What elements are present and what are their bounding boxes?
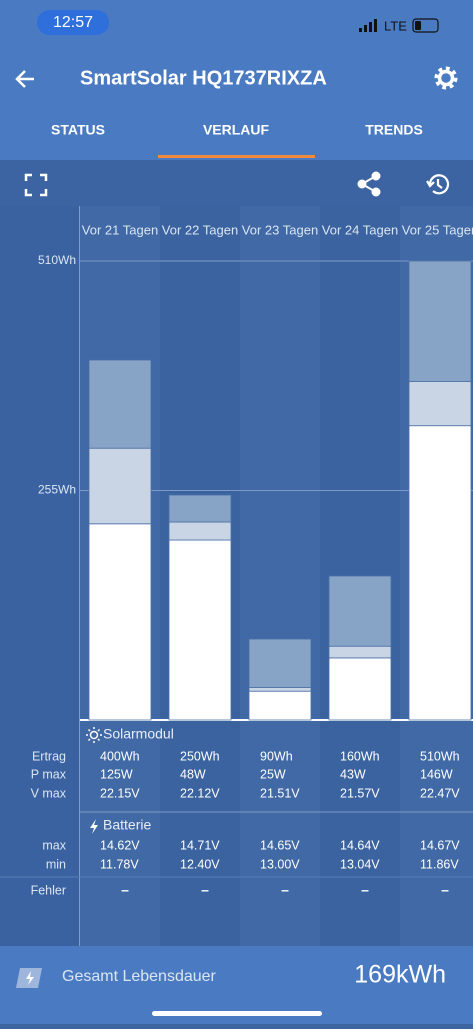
home-indicator (152, 1011, 322, 1016)
row-label: Fehler (31, 883, 66, 897)
bolt-icon (90, 819, 98, 834)
cell-value: – (281, 882, 289, 898)
battery-level (415, 21, 421, 30)
y-tick-label: 255Wh (38, 483, 76, 497)
column-bg (240, 206, 320, 946)
back-button[interactable] (15, 70, 34, 88)
row-label: max (42, 838, 66, 852)
cell-value: 14.71V (180, 838, 220, 852)
cell-value: 43W (340, 767, 366, 781)
status-time: 12:57 (53, 14, 93, 31)
cell-value: 125W (100, 767, 133, 781)
cell-value: 48W (180, 767, 206, 781)
lifetime-value: 169kWh (354, 961, 446, 989)
x-tick-label: Vor 25 Tagen (402, 222, 473, 237)
lifetime-label: Gesamt Lebensdauer (62, 968, 217, 985)
bar-segment (328, 575, 392, 647)
history-button[interactable] (426, 174, 450, 195)
row-label: min (46, 857, 66, 871)
cell-value: 14.62V (100, 838, 140, 852)
row-label: P max (31, 767, 67, 781)
cell-value: 11.86V (420, 857, 459, 871)
cell-value: 21.51V (260, 786, 300, 800)
toolbar-bg (0, 160, 473, 206)
fullscreen-button[interactable] (24, 173, 48, 197)
status-network: LTE (384, 18, 407, 33)
cell-value: 14.67V (420, 838, 460, 852)
bar-segment (88, 447, 152, 525)
cell-value: – (121, 882, 129, 898)
lifetime-icon-bolt (26, 971, 34, 985)
cell-value: – (441, 882, 449, 898)
bar-segment (168, 539, 232, 721)
section-title: Batterie (103, 817, 151, 833)
bar-segment (248, 687, 312, 692)
cell-value: 13.04V (340, 857, 380, 871)
tab[interactable]: TRENDS (365, 122, 423, 138)
cell-value: 14.64V (340, 838, 380, 852)
device-title: SmartSolar HQ1737RIXZA (80, 67, 327, 89)
cell-value: 400Wh (100, 749, 140, 763)
bar-segment (408, 260, 472, 382)
signal-icon (359, 19, 377, 32)
x-tick-label: Vor 24 Tagen (322, 222, 398, 237)
cell-value: – (361, 882, 369, 898)
cell-value: 160Wh (340, 749, 380, 763)
x-tick-label: Vor 22 Tagen (162, 222, 238, 237)
y-tick-label: 510Wh (38, 253, 76, 267)
bar-segment (408, 425, 472, 721)
tab-indicator (158, 155, 315, 158)
cell-value: 510Wh (420, 749, 460, 763)
row-label: Ertrag (32, 749, 66, 763)
axis-column-bg (0, 206, 80, 946)
cell-value: 22.47V (420, 786, 460, 800)
settings-button[interactable] (434, 66, 458, 90)
bar-segment (328, 657, 392, 721)
cell-value: 13.00V (260, 857, 300, 871)
bar-segment (88, 523, 152, 721)
cell-value: – (201, 882, 209, 898)
sun-icon (86, 727, 102, 743)
cell-value: 11.78V (100, 857, 139, 871)
cell-value: 21.57V (340, 786, 380, 800)
tab[interactable]: VERLAUF (203, 122, 270, 138)
time-pill (37, 10, 109, 35)
battery-icon (412, 18, 439, 33)
x-tick-label: Vor 23 Tagen (242, 222, 318, 237)
cell-value: 12.40V (180, 857, 220, 871)
cell-value: 90Wh (260, 749, 293, 763)
x-tick-label: Vor 21 Tagen (82, 222, 158, 237)
row-label: V max (31, 786, 67, 800)
cell-value: 146W (420, 767, 453, 781)
bar-segment (408, 381, 472, 427)
bar-segment (248, 638, 312, 688)
bar-segment (88, 359, 152, 449)
bar-segment (168, 494, 232, 523)
bar-segment (328, 645, 392, 659)
section-title: Solarmodul (103, 726, 174, 742)
tab[interactable]: STATUS (51, 122, 105, 138)
cell-value: 22.12V (180, 786, 220, 800)
bar-segment (168, 521, 232, 541)
share-button[interactable] (357, 171, 381, 197)
bar-segment (248, 690, 312, 721)
cell-value: 22.15V (100, 786, 140, 800)
cell-value: 25W (260, 767, 286, 781)
cell-value: 250Wh (180, 749, 220, 763)
cell-value: 14.65V (260, 838, 300, 852)
